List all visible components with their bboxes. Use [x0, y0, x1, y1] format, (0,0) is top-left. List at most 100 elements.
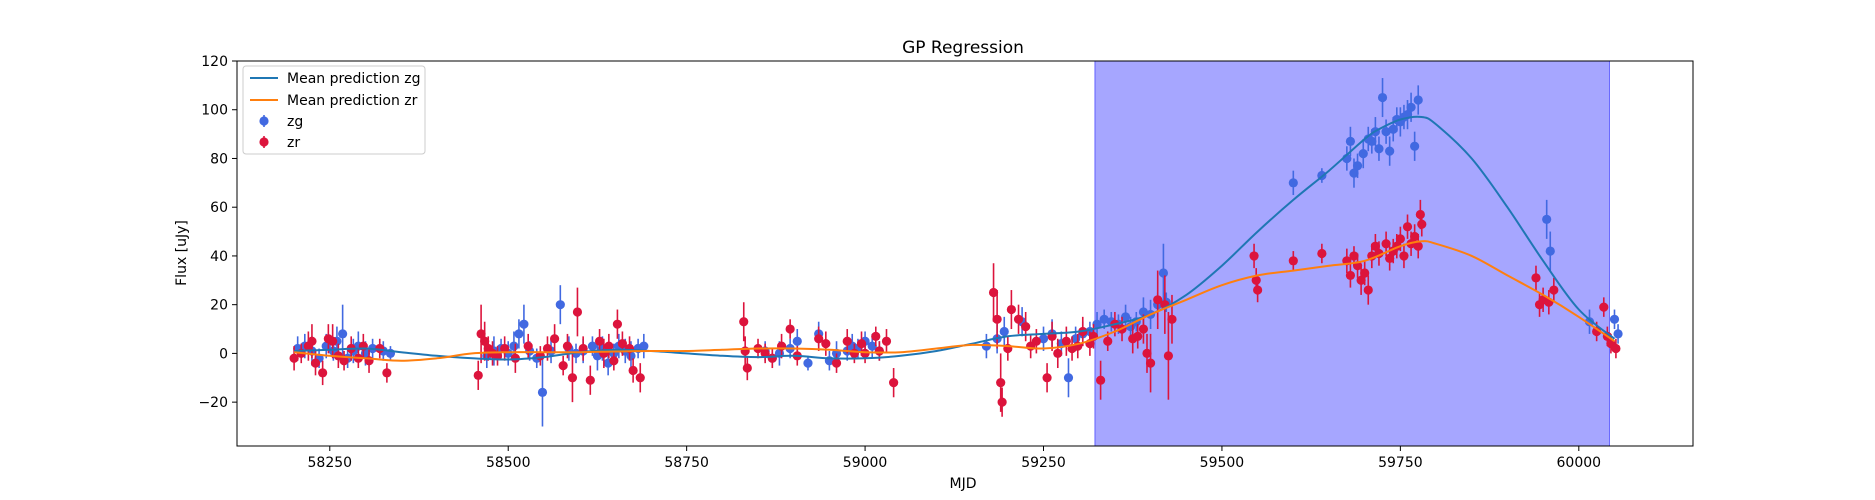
zr-data-point [1251, 275, 1261, 285]
legend-zg-dot [259, 116, 269, 126]
y-tick-label: −20 [198, 395, 228, 411]
zr-data-point [742, 363, 752, 373]
zg-data-point [1388, 124, 1398, 134]
legend-label-mean-zr: Mean prediction zr [287, 93, 418, 109]
zr-data-point [1042, 373, 1052, 383]
x-tick-label: 59250 [1021, 455, 1066, 471]
zr-data-point [1611, 343, 1621, 354]
zr-data-point [310, 358, 321, 368]
zr-data-point [604, 341, 614, 351]
zr-data-point [307, 336, 317, 346]
zr-data-point [996, 378, 1006, 388]
zr-data-point [492, 351, 503, 361]
zr-data-point [550, 334, 560, 344]
zg-data-point [1410, 141, 1420, 151]
zr-data-point [1013, 314, 1024, 324]
mean-prediction-lines [293, 115, 1616, 362]
zg-data-point [792, 336, 802, 346]
zr-data-point [1395, 234, 1405, 244]
zg-data-point [537, 387, 548, 397]
zr-data-point [1415, 209, 1425, 220]
zr-data-point [585, 375, 595, 385]
zr-data-point [1096, 375, 1106, 385]
zg-data-point [555, 300, 565, 310]
zr-data-point [1145, 358, 1156, 368]
zr-data-point [1349, 251, 1359, 261]
zr-data-point [740, 346, 750, 356]
zr-data-point [997, 397, 1007, 407]
legend-label-mean-zg: Mean prediction zg [287, 71, 421, 87]
zg-data-point [1374, 144, 1384, 154]
chart-title: GP Regression [902, 38, 1024, 58]
zr-data-point [1142, 348, 1152, 359]
zg-data-point [1385, 146, 1395, 156]
zr-data-point [567, 373, 578, 383]
zr-data-point [760, 348, 770, 359]
zr-data-point [842, 336, 852, 346]
zr-data-point [1356, 275, 1366, 285]
zg-data-point [1584, 317, 1595, 327]
zr-data-point [523, 341, 533, 351]
zr-data-point [889, 378, 899, 388]
zg-data-point [1063, 373, 1074, 383]
zr-data-point [1385, 253, 1395, 263]
zr-data-point [558, 360, 568, 371]
plot-area-frame [236, 60, 1694, 447]
zr-data-point [1021, 322, 1031, 332]
zr-data-point [572, 307, 583, 317]
mean-prediction-zr-line [293, 240, 1616, 362]
zr-data-point [739, 317, 749, 327]
zr-data-point [988, 287, 999, 298]
zg-data-point [1609, 314, 1620, 324]
zr-data-point [874, 346, 884, 356]
zg-data-point [1288, 178, 1298, 188]
zg-data-point [1099, 314, 1109, 324]
x-axis-label: MJD [950, 476, 977, 492]
y-tick-label: 80 [210, 151, 228, 167]
zr-data-point [856, 339, 867, 349]
x-axis-ticks: 58250 58500 58750 59000 59250 59500 59750 60000 [308, 446, 1602, 471]
x-tick-label: 59750 [1378, 455, 1423, 471]
zr-data-point [594, 336, 605, 346]
zg-data-point [1092, 319, 1102, 329]
zg-data-point [626, 351, 636, 361]
zr-data-point [1592, 326, 1602, 337]
zr-data-point [480, 336, 490, 346]
zr-data-point [289, 353, 299, 363]
zr-data-point [1363, 285, 1373, 295]
zr-data-point [628, 365, 638, 376]
zr-data-point [1133, 331, 1143, 341]
zr-data-point [1031, 336, 1041, 346]
zg-data-point [1120, 312, 1131, 322]
zr-data-point [1402, 222, 1413, 232]
zg-data-point [1377, 92, 1388, 103]
zr-data-point [1599, 302, 1609, 312]
zg-data-point [509, 341, 519, 351]
legend: Mean prediction zg Mean prediction zr zg… [242, 65, 426, 155]
zg-data-point [1138, 307, 1149, 317]
zr-data-point [476, 329, 486, 339]
legend-label-zr: zr [287, 135, 300, 151]
zr-data-point [881, 336, 892, 346]
zr-data-point [1345, 270, 1356, 281]
y-tick-label: 100 [201, 103, 228, 119]
zg-data-point [1545, 246, 1555, 256]
zg-data-point [1358, 148, 1368, 159]
x-tick-label: 60000 [1557, 455, 1602, 471]
y-tick-label: 20 [210, 298, 228, 314]
zg-data-point [1542, 214, 1552, 224]
zr-data-point [849, 348, 859, 359]
zg-data-point [867, 341, 877, 351]
zr-data-point [382, 368, 392, 378]
legend-box [242, 65, 426, 155]
zr-data-point [1103, 336, 1113, 346]
zr-data-point [1549, 285, 1559, 295]
zr-data-point [1317, 248, 1327, 259]
zr-data-point [871, 331, 881, 341]
zg-data-point [1406, 102, 1416, 112]
x-tick-label: 58500 [486, 455, 531, 471]
zg-data-point [1158, 268, 1169, 278]
zg-data-point [1381, 127, 1391, 137]
zr-data-point [1399, 251, 1409, 261]
